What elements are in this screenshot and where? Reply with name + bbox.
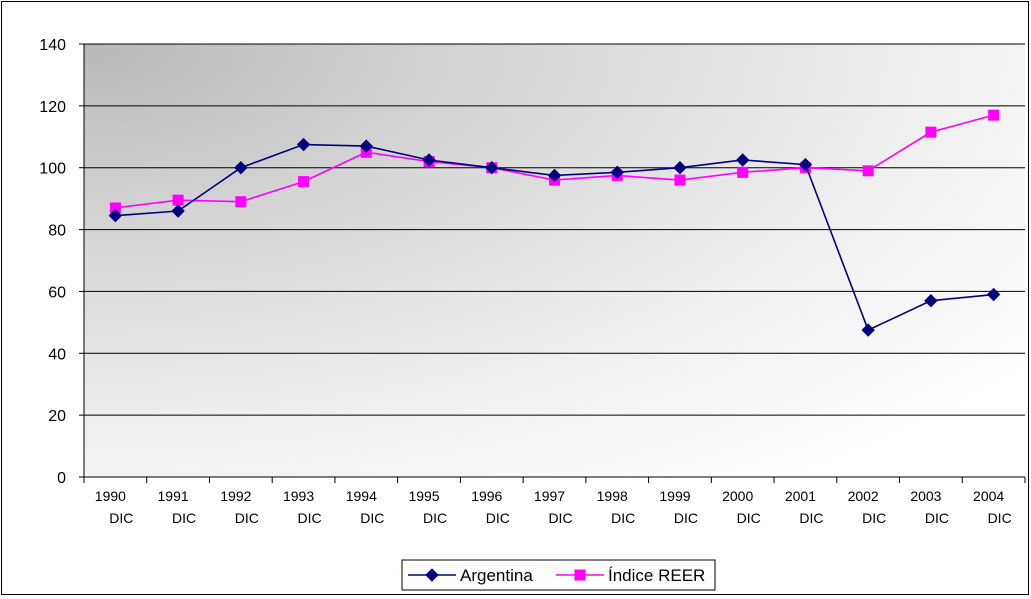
x-tick-label-month: DIC [674, 510, 698, 526]
y-tick-label: 40 [48, 346, 66, 363]
y-tick-label: 140 [39, 37, 66, 54]
x-tick-label-year: 2002 [848, 488, 879, 504]
data-point [862, 165, 874, 177]
data-point [298, 176, 310, 188]
data-point [108, 208, 123, 223]
data-point [296, 137, 311, 152]
x-tick-label-year: 1997 [534, 488, 565, 504]
data-point [988, 109, 1000, 121]
x-tick-label-month: DIC [737, 510, 761, 526]
series-layer [108, 109, 1001, 337]
data-point [798, 157, 813, 172]
data-point [485, 161, 499, 175]
y-tick-label: 80 [48, 223, 66, 240]
data-point [674, 174, 686, 186]
x-tick-label-year: 1991 [158, 488, 189, 504]
legend-marker [574, 569, 586, 581]
data-point [235, 196, 247, 208]
x-tick-label-year: 1998 [597, 488, 628, 504]
data-point [171, 204, 185, 218]
legend: Argentina Índice REER [401, 559, 716, 591]
y-tick-label: 20 [48, 408, 66, 425]
axes: 0 20 40 60 80 100 120 140 1990 DIC 1991 DIC 1992 DIC 1… [39, 37, 1026, 526]
data-point [737, 166, 749, 178]
x-tick-label-year: 1999 [659, 488, 690, 504]
x-tick-label-month: DIC [799, 510, 823, 526]
x-tick-label-month: DIC [360, 510, 384, 526]
y-tick-label: 60 [48, 284, 66, 301]
data-point [547, 168, 562, 183]
x-tick-label-year: 2000 [722, 488, 753, 504]
x-tick-label-month: DIC [172, 510, 196, 526]
x-tick-label-month: DIC [988, 510, 1012, 526]
x-tick-label-month: DIC [486, 510, 510, 526]
data-point [610, 165, 624, 180]
x-tick-label-year: 2004 [973, 488, 1004, 504]
y-tick-label: 120 [39, 99, 66, 116]
x-tick-label-year: 2003 [910, 488, 941, 504]
x-tick-label-year: 1990 [95, 488, 126, 504]
x-tick-label-year: 1992 [220, 488, 251, 504]
x-tick-label-month: DIC [611, 510, 635, 526]
data-point [861, 323, 875, 337]
x-tick-label-year: 1994 [346, 488, 377, 504]
x-tick-label-month: DIC [298, 510, 322, 526]
x-tick-label-month: DIC [109, 510, 133, 526]
x-tick-label-month: DIC [423, 510, 447, 526]
x-tick-label-year: 1993 [283, 488, 314, 504]
legend-label: Índice REER [608, 566, 705, 585]
data-point [924, 294, 938, 308]
plot-area [84, 44, 1025, 477]
data-point [735, 153, 750, 167]
data-point [422, 153, 436, 167]
data-point [673, 161, 687, 175]
legend-label: Argentina [460, 566, 533, 585]
data-point [359, 139, 374, 153]
x-tick-label-month: DIC [925, 510, 949, 526]
data-point [925, 126, 937, 138]
data-point [986, 287, 1001, 302]
x-tick-label-month: DIC [235, 510, 259, 526]
data-point [172, 194, 184, 206]
y-tick-label: 100 [39, 161, 66, 178]
x-tick-label-month: DIC [862, 510, 886, 526]
y-tick-label: 0 [57, 470, 66, 487]
x-tick-label-year: 2001 [785, 488, 816, 504]
x-tick-label-month: DIC [548, 510, 572, 526]
data-point [234, 161, 248, 175]
x-tick-label-year: 1996 [471, 488, 502, 504]
legend-marker [425, 568, 439, 582]
x-tick-label-year: 1995 [408, 488, 439, 504]
